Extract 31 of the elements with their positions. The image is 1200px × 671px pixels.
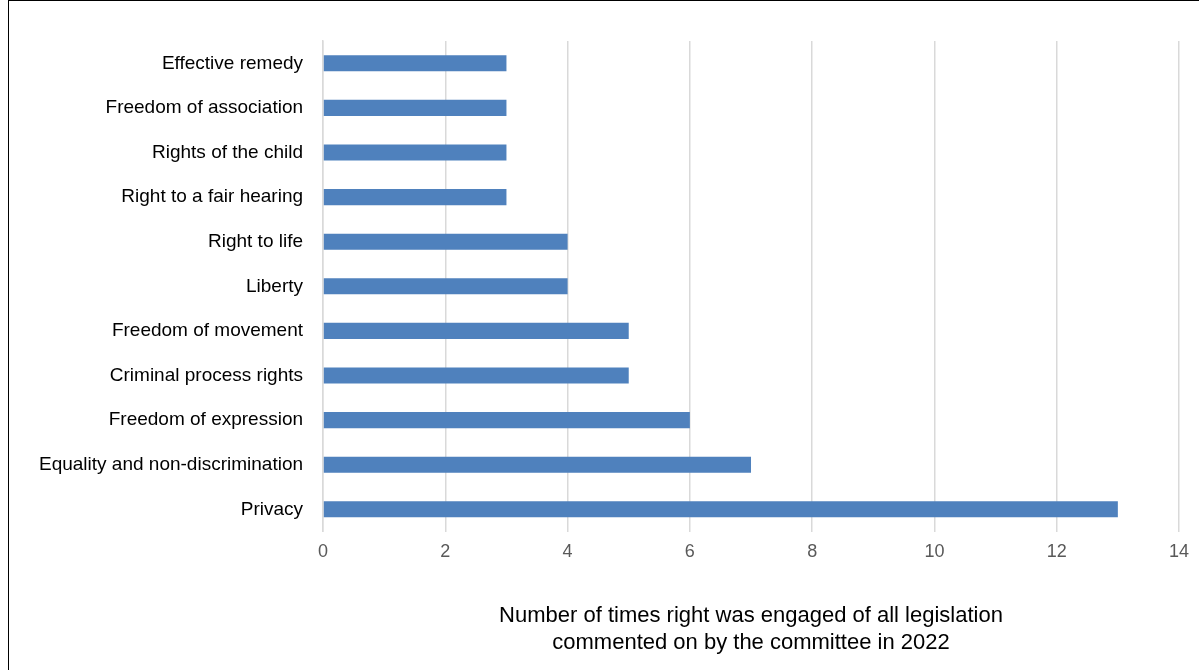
x-axis-title: Number of times right was engaged of all legislation commented on by the committee in 2022	[499, 602, 1003, 654]
x-tick-label: 6	[684, 541, 695, 562]
x-tick-label: 2	[440, 541, 451, 562]
y-tick-label: Right to a fair hearing	[121, 185, 304, 207]
bar	[323, 367, 629, 384]
y-tick-label: Freedom of movement	[111, 319, 304, 341]
bar	[323, 55, 507, 72]
bar	[323, 189, 507, 206]
y-tick-label: Effective remedy	[161, 51, 304, 73]
y-tick-label: Equality and non-discrimination	[38, 452, 304, 474]
bar	[323, 99, 507, 116]
y-tick-label: Privacy	[240, 497, 304, 519]
bar	[323, 322, 629, 339]
x-tick-label: 10	[924, 541, 945, 562]
y-tick-label: Freedom of association	[105, 96, 304, 118]
x-tick-label: 14	[1168, 541, 1189, 562]
bar	[323, 278, 568, 295]
bar	[323, 456, 752, 473]
y-tick-label: Right to life	[207, 229, 304, 251]
y-tick-label: Freedom of expression	[108, 408, 304, 430]
y-tick-label: Liberty	[246, 274, 304, 296]
bar	[323, 412, 690, 429]
x-tick-label: 8	[807, 541, 818, 562]
x-tick-label: 12	[1046, 541, 1067, 562]
bar	[323, 501, 1118, 518]
bar	[323, 144, 507, 161]
bar	[323, 233, 568, 250]
y-tick-label: Rights of the child	[152, 140, 304, 162]
y-tick-label: Criminal process rights	[109, 363, 304, 385]
x-tick-label: 4	[562, 541, 573, 562]
x-tick-label: 0	[318, 541, 329, 562]
